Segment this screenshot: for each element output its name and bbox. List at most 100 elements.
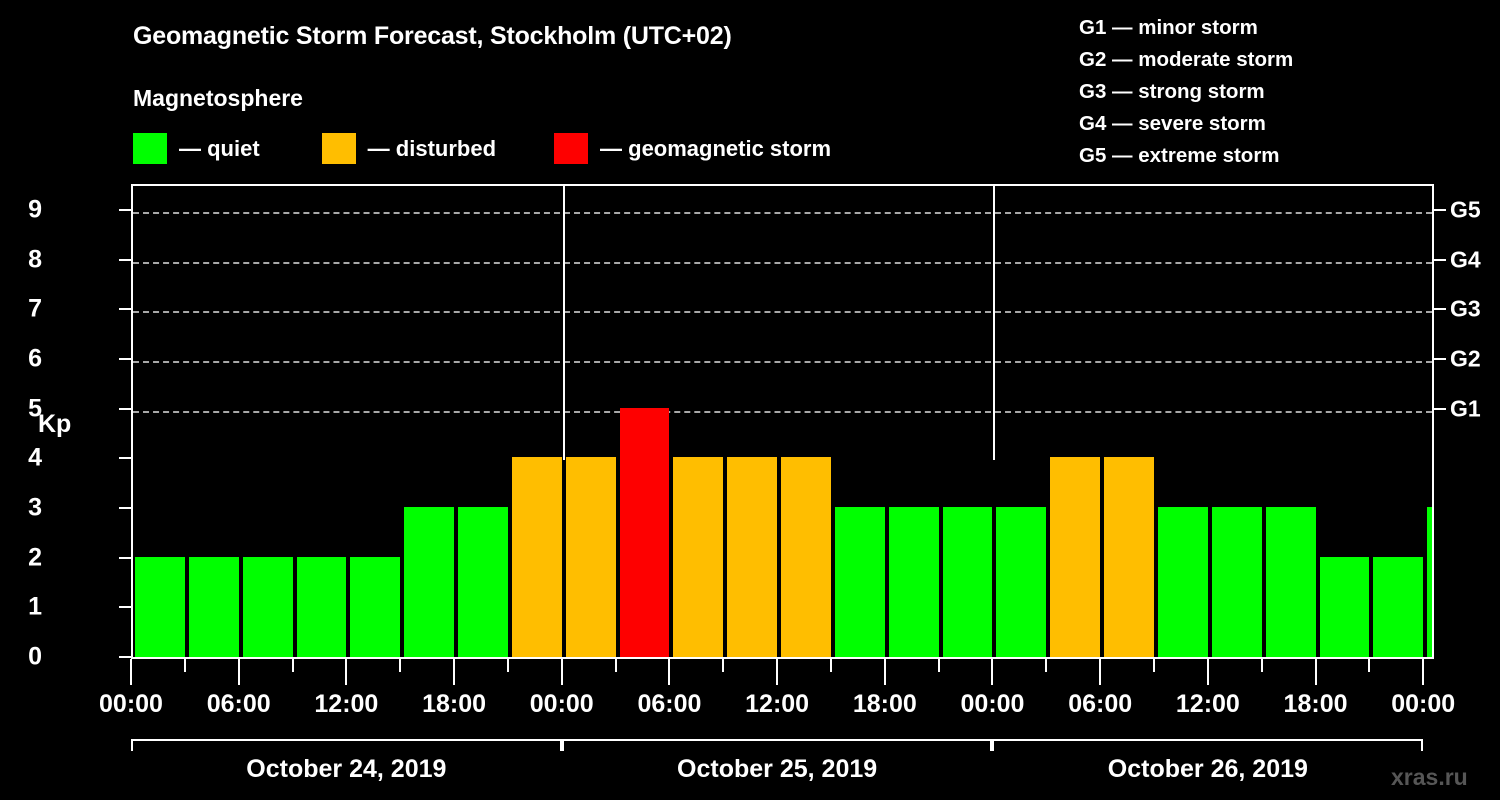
y-tick-label-3: 3: [28, 493, 42, 522]
bar-13: [834, 506, 885, 657]
y-axis-title: Kp: [38, 410, 72, 438]
y-tick-label-5: 5: [28, 394, 42, 423]
x-tick-mark-69h: [1368, 659, 1371, 672]
legend-entry-geomagnetic-storm: — geomagnetic storm: [554, 133, 831, 164]
g-tick-mark-G3: [1434, 308, 1446, 311]
day-divider-24h: [562, 186, 565, 461]
x-tick-mark-39h: [829, 659, 832, 672]
x-tick-mark-54h: [1099, 659, 1102, 685]
y-tick-mark-0: [119, 656, 131, 658]
x-tick-mark-36h: [776, 659, 779, 685]
gscale-legend-line-1: G1 — minor storm: [1079, 16, 1258, 39]
legend-label-disturbed: — disturbed: [367, 135, 497, 161]
x-tick-mark-42h: [883, 659, 886, 685]
x-tick-mark-66h: [1314, 659, 1317, 685]
day-bracket-3: [992, 739, 1424, 751]
x-tick-mark-3h: [183, 659, 186, 672]
y-tick-mark-5: [119, 407, 131, 410]
bar-9: [619, 407, 670, 657]
legend-heading: Magnetosphere: [133, 85, 303, 111]
gscale-legend-line-5: G5 — extreme storm: [1079, 144, 1280, 167]
gscale-legend-line-2: G2 — moderate storm: [1079, 48, 1294, 71]
g-tick-mark-G2: [1434, 357, 1446, 360]
y-tick-mark-9: [119, 208, 131, 211]
day-label-3: October 26, 2019: [1107, 755, 1308, 783]
gridline-kp-7: [133, 311, 1432, 314]
bar-12: [781, 457, 831, 657]
legend-swatch-geomagnetic-storm: [554, 133, 589, 164]
plot-inner: [133, 186, 1432, 657]
gscale-legend: G1 — minor storm G2 — moderate storm G3 — …: [1079, 12, 1293, 172]
x-tick-mark-15h: [399, 659, 402, 672]
legend-label-quiet: — quiet: [179, 135, 260, 161]
bar-24: [1427, 506, 1432, 657]
gridline-kp-6: [133, 360, 1432, 363]
gscale-legend-line-3: G3 — strong storm: [1079, 80, 1265, 103]
gridline-kp-8: [133, 261, 1432, 264]
bar-4: [350, 556, 401, 657]
x-tick-mark-9h: [291, 659, 294, 672]
x-tick-mark-63h: [1260, 659, 1263, 672]
x-tick-label-66h: 18:00: [1283, 690, 1348, 718]
gridline-kp-9: [133, 211, 1432, 214]
bar-18: [1104, 457, 1154, 657]
x-tick-mark-6h: [237, 659, 240, 685]
y-tick-mark-4: [119, 457, 131, 460]
x-tick-mark-33h: [722, 659, 725, 672]
x-tick-mark-72h: [1422, 659, 1425, 685]
x-tick-label-6h: 06:00: [206, 690, 271, 718]
x-tick-mark-27h: [614, 659, 617, 672]
x-tick-label-72h: 00:00: [1391, 690, 1456, 718]
day-label-1: October 24, 2019: [246, 755, 447, 783]
bar-20: [1211, 506, 1262, 657]
y-tick-label-1: 1: [28, 592, 42, 621]
x-tick-label-24h: 00:00: [529, 690, 594, 718]
x-tick-label-30h: 06:00: [637, 690, 702, 718]
bar-5: [404, 506, 455, 657]
y-tick-label-2: 2: [28, 543, 42, 572]
g-tick-label-G4: G4: [1450, 246, 1481, 273]
bar-3: [296, 556, 347, 657]
bar-1: [188, 556, 239, 657]
y-tick-mark-3: [119, 506, 131, 509]
g-tick-mark-G5: [1434, 208, 1446, 211]
x-tick-label-0h: 00:00: [99, 690, 163, 718]
legend-entry-disturbed: — disturbed: [321, 133, 497, 164]
x-tick-mark-48h: [991, 659, 994, 685]
g-tick-label-G3: G3: [1450, 295, 1481, 322]
legend-swatch-disturbed: [321, 133, 356, 164]
bar-8: [565, 457, 616, 657]
gscale-legend-line-4: G4 — severe storm: [1079, 112, 1266, 135]
bar-0: [135, 556, 185, 657]
y-tick-mark-6: [119, 357, 131, 360]
x-tick-label-48h: 00:00: [960, 690, 1025, 718]
g-tick-mark-G4: [1434, 258, 1446, 261]
bar-11: [727, 457, 778, 657]
magnetosphere-legend: — quiet — disturbed — geomagnetic storm: [133, 133, 831, 164]
day-label-2: October 25, 2019: [677, 755, 878, 783]
y-tick-label-8: 8: [28, 245, 42, 274]
bar-22: [1319, 556, 1370, 657]
plot-area: [131, 184, 1434, 659]
legend-label-geomagnetic-storm: — geomagnetic storm: [600, 135, 832, 161]
y-tick-mark-2: [119, 556, 131, 559]
x-tick-label-12h: 12:00: [314, 690, 379, 718]
x-tick-label-60h: 12:00: [1175, 690, 1240, 718]
x-tick-mark-51h: [1045, 659, 1048, 672]
y-tick-mark-1: [119, 606, 131, 609]
bar-15: [942, 506, 993, 657]
x-tick-mark-21h: [506, 659, 509, 672]
x-tick-mark-18h: [453, 659, 456, 685]
bar-7: [511, 457, 562, 657]
x-tick-label-54h: 06:00: [1068, 690, 1133, 718]
day-bracket-1: [131, 739, 562, 751]
bar-23: [1373, 556, 1424, 657]
y-tick-label-9: 9: [28, 195, 42, 224]
bar-10: [673, 457, 724, 657]
g-tick-label-G1: G1: [1450, 395, 1481, 422]
x-tick-mark-57h: [1153, 659, 1156, 672]
x-tick-mark-45h: [937, 659, 940, 672]
y-tick-mark-8: [119, 258, 131, 261]
y-tick-mark-7: [119, 308, 131, 311]
g-tick-mark-G1: [1434, 407, 1446, 410]
